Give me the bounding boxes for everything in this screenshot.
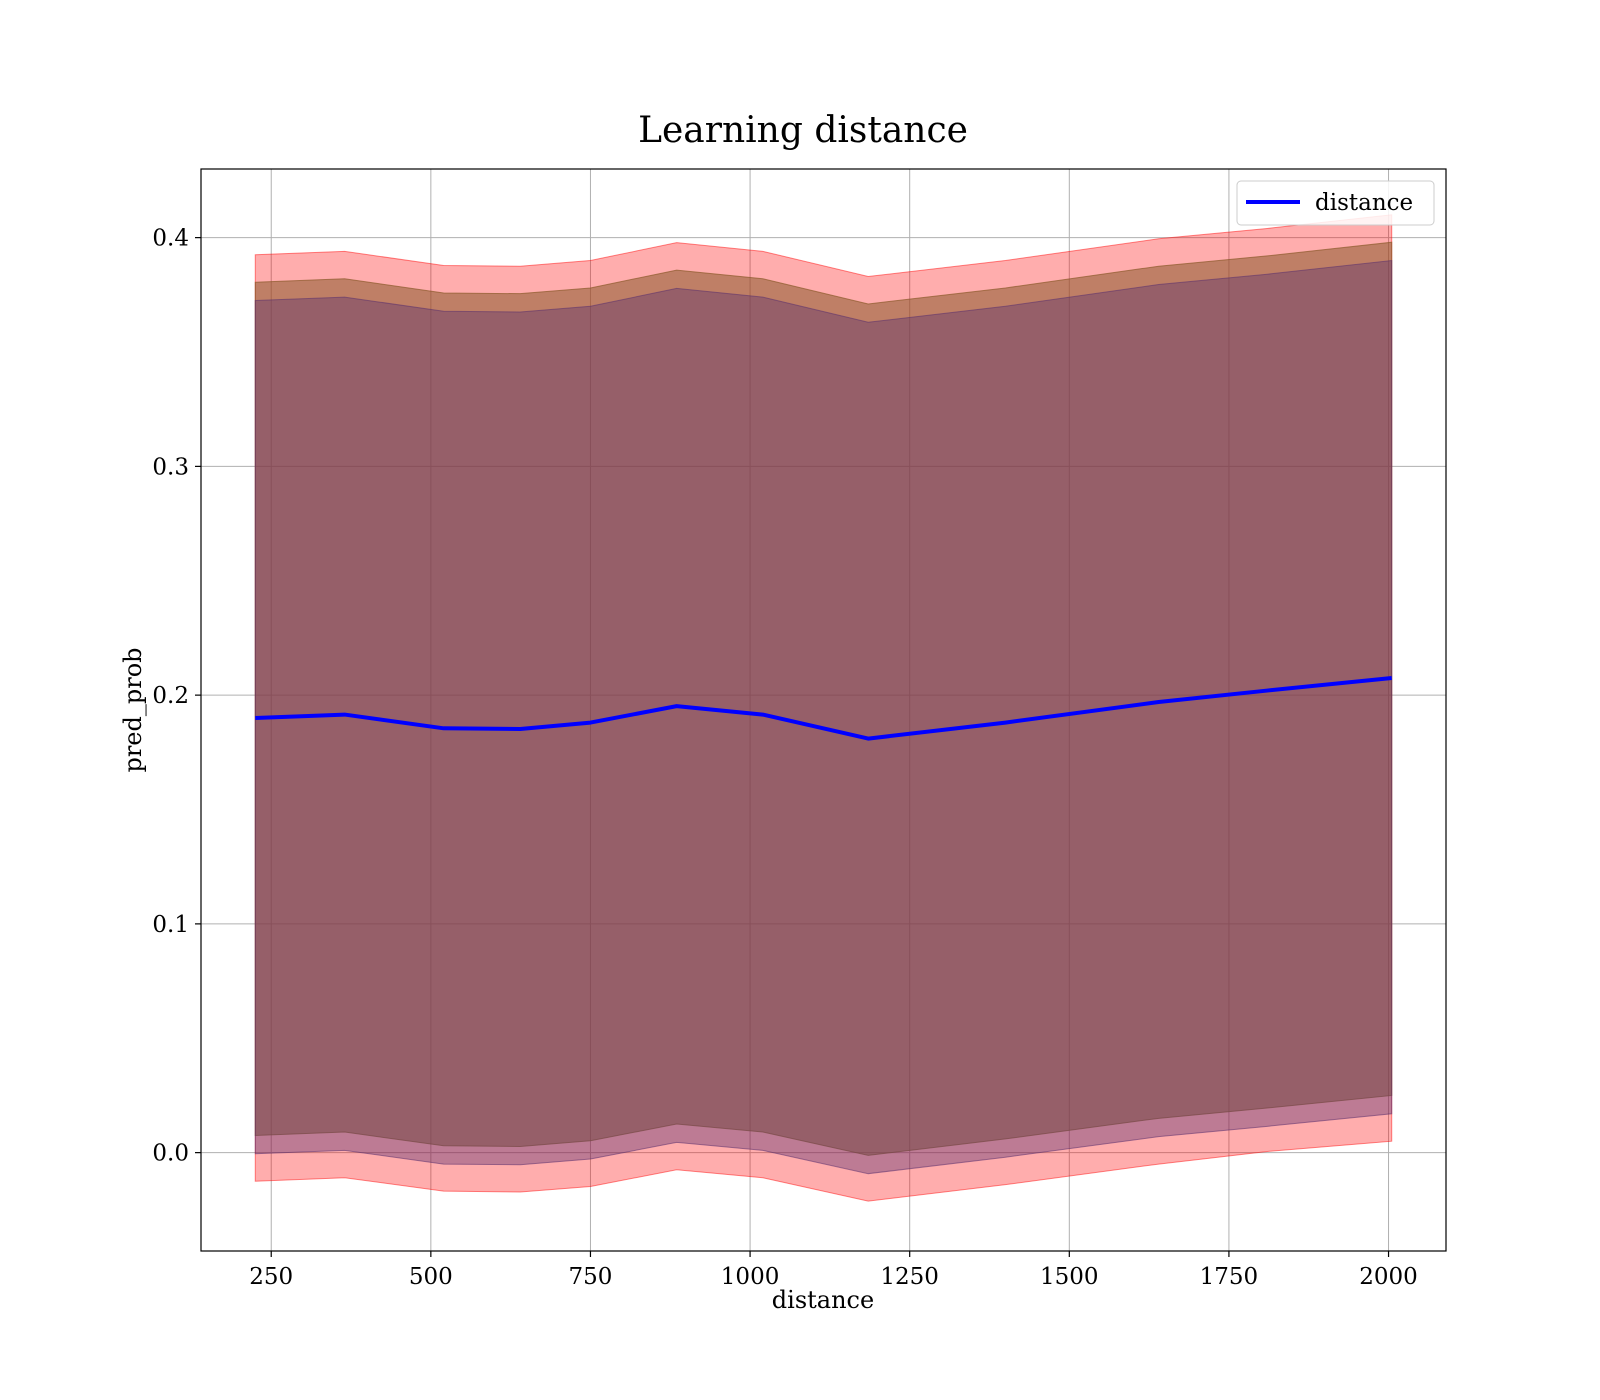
plot-frame — [200, 168, 1447, 1252]
x-tick-label: 1750 — [1200, 1264, 1259, 1290]
confidence-band-3 — [254, 259, 1393, 1175]
y-tick-label: 0.3 — [152, 454, 189, 480]
y-axis-ticks: 0.0 0.1 0.2 0.3 0.4 — [152, 226, 201, 1167]
series-line-distance — [255, 675, 1392, 741]
y-tick-label: 0.4 — [152, 226, 189, 252]
x-tick-label: 1250 — [880, 1264, 939, 1290]
x-tick-label: 1500 — [1040, 1264, 1099, 1290]
confidence-bands — [254, 214, 1393, 1202]
y-tick-label: 0.1 — [152, 912, 189, 938]
x-tick-label: 500 — [409, 1264, 453, 1290]
x-tick-label: 2000 — [1359, 1264, 1418, 1290]
legend: distance — [1236, 180, 1435, 226]
y-tick-label: 0.0 — [152, 1141, 189, 1167]
x-tick-label: 250 — [249, 1264, 293, 1290]
y-axis-label: pred_prob — [119, 647, 147, 772]
legend-label: distance — [1315, 190, 1413, 216]
x-axis-label: distance — [772, 1286, 874, 1314]
x-tick-label: 750 — [569, 1264, 613, 1290]
x-axis-ticks: 250 500 750 1000 1250 1500 1750 2000 — [249, 1251, 1418, 1290]
chart-title: Learning distance — [638, 110, 968, 151]
legend-box — [1236, 180, 1435, 226]
y-tick-label: 0.2 — [152, 683, 189, 709]
series-lines — [255, 675, 1392, 741]
x-tick-label: 1000 — [721, 1264, 780, 1290]
